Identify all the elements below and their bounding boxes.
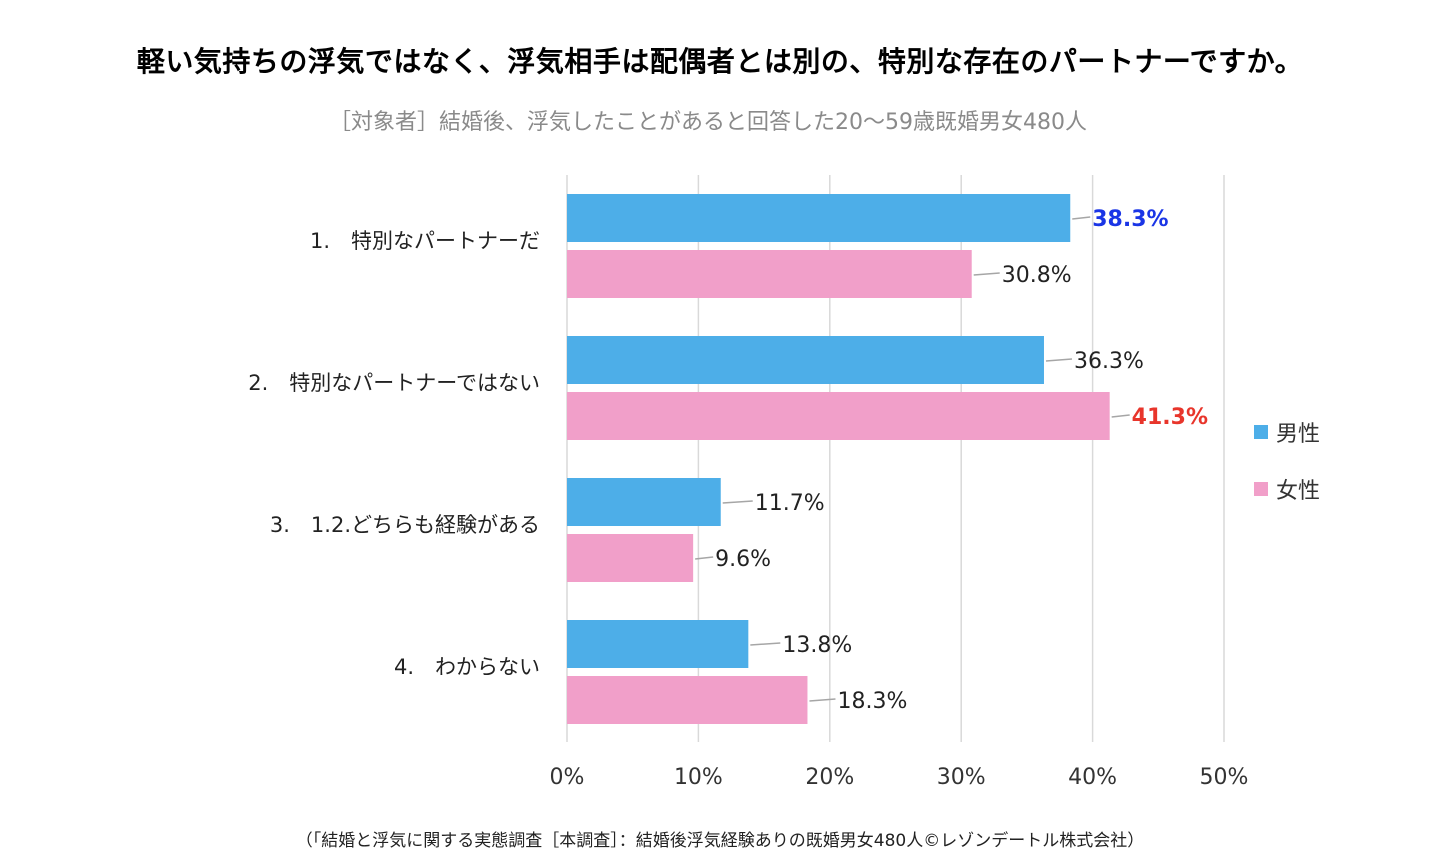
data-label: 13.8% bbox=[782, 633, 852, 658]
x-tick-label: 40% bbox=[1068, 765, 1117, 790]
source-footnote: （「結婚と浮気に関する実態調査［本調査］：結婚後浮気経験ありの既婚男女480人©… bbox=[295, 831, 1145, 851]
category-label: 1. 特別なパートナーだ bbox=[310, 229, 540, 253]
data-label-leader bbox=[695, 556, 714, 560]
x-tick-label: 10% bbox=[674, 765, 723, 790]
data-label-leader bbox=[809, 698, 836, 702]
chart-title: 軽い気持ちの浮気ではなく、浮気相手は配偶者とは別の、特別な存在のパートナーですか… bbox=[136, 45, 1304, 78]
legend-swatch-male bbox=[1254, 425, 1268, 439]
data-label-leader bbox=[722, 500, 753, 504]
data-label-leader bbox=[750, 642, 781, 646]
legend-label-male: 男性 bbox=[1276, 422, 1321, 447]
data-label: 30.8% bbox=[1002, 263, 1072, 288]
legend-item-male: 男性 bbox=[1254, 418, 1321, 447]
x-axis-ticks: 0% 10% 20% 30% 40% 50% bbox=[550, 765, 1249, 790]
legend-label-female: 女性 bbox=[1276, 479, 1321, 504]
bar-male bbox=[567, 194, 1071, 242]
category-label: 2. 特別なパートナーではない bbox=[248, 371, 540, 395]
data-label: 18.3% bbox=[837, 689, 907, 714]
category-label: 3. 1.2.どちらも経験がある bbox=[270, 513, 540, 537]
data-label: 36.3% bbox=[1074, 349, 1144, 374]
category-labels: 1. 特別なパートナーだ 2. 特別なパートナーではない 3. 1.2.どちらも経験… bbox=[248, 229, 540, 679]
bar-male bbox=[567, 620, 749, 668]
data-labels: 38.3% 36.3% 11.7% 13.8% 30.8% 41.3% 9.6% 18.3% bbox=[695, 207, 1208, 714]
x-tick-label: 30% bbox=[937, 765, 986, 790]
bars bbox=[567, 194, 1110, 724]
bar-female bbox=[567, 392, 1110, 440]
bar-male bbox=[567, 478, 721, 526]
data-label-leader bbox=[973, 272, 1000, 276]
data-label: 38.3% bbox=[1092, 207, 1168, 232]
category-label: 4. わからない bbox=[394, 655, 540, 679]
legend: 男性 女性 bbox=[1254, 418, 1320, 532]
data-label-leader bbox=[1045, 358, 1073, 362]
bar-female bbox=[567, 534, 694, 582]
x-tick-label: 0% bbox=[550, 765, 585, 790]
legend-swatch-female bbox=[1254, 482, 1268, 496]
x-tick-label: 20% bbox=[805, 765, 854, 790]
bar-male bbox=[567, 336, 1044, 384]
legend-item-female: 女性 bbox=[1254, 475, 1321, 504]
bar-female bbox=[567, 250, 972, 298]
data-label: 11.7% bbox=[755, 491, 825, 516]
data-label: 41.3% bbox=[1132, 405, 1208, 430]
chart-subtitle: ［対象者］結婚後、浮気したことがあると回答した20～59歳既婚男女480人 bbox=[329, 110, 1087, 135]
data-label: 9.6% bbox=[715, 547, 771, 572]
data-label-leader bbox=[1072, 216, 1091, 220]
x-tick-label: 50% bbox=[1200, 765, 1249, 790]
bar-female bbox=[567, 676, 808, 724]
data-label-leader bbox=[1111, 414, 1130, 418]
